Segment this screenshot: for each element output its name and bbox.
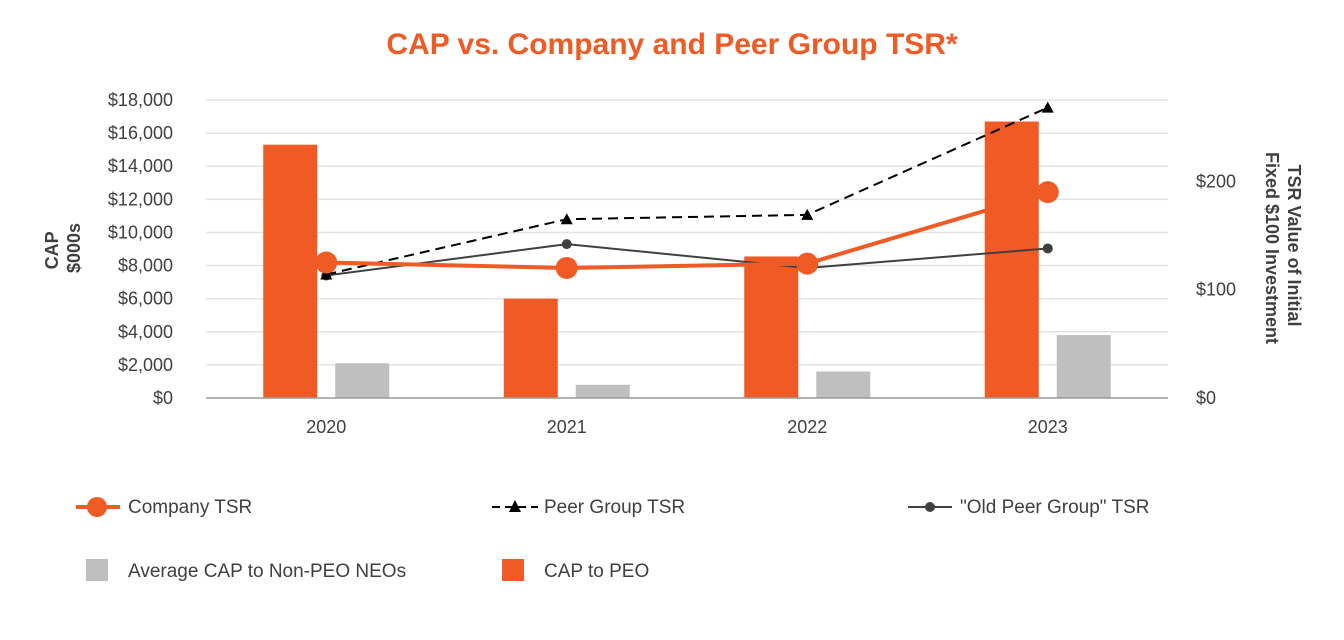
right-tick-label: $0: [1196, 388, 1216, 408]
legend-company-tsr-label: Company TSR: [128, 497, 252, 518]
right-axis-title: TSR Value of Initial Fixed $100 Investme…: [1262, 152, 1304, 344]
left-tick-label: $18,000: [108, 90, 173, 110]
legend-item-peer-group-tsr: Peer Group TSR: [492, 497, 685, 518]
legend-cap-to-peo-label: CAP to PEO: [544, 561, 649, 582]
legend-item-average-cap-non-peo: Average CAP to Non-PEO NEOs: [86, 559, 406, 582]
line-company-tsr: [326, 190, 1049, 270]
bar-cap-to-peo: [503, 298, 558, 398]
legend-old-peer-group-tsr-marker: [925, 502, 935, 512]
bar-average-cap-non-peo: [1056, 335, 1111, 398]
point-company-tsr: [796, 252, 819, 275]
left-tick-label: $14,000: [108, 156, 173, 176]
right-axis-title-line-2: Fixed $100 Investment: [1262, 152, 1282, 344]
legend-peer-group-tsr-marker: [509, 500, 521, 512]
right-axis: $0 $100 $200: [1196, 171, 1236, 408]
legend-item-company-tsr: Company TSR: [76, 497, 252, 518]
bar-average-cap-non-peo: [816, 371, 871, 398]
left-tick-label: $12,000: [108, 189, 173, 209]
bar-average-cap-non-peo: [575, 384, 630, 398]
x-tick-label: 2021: [547, 417, 587, 437]
bar-average-cap-non-peo: [335, 363, 390, 398]
left-tick-label: $2,000: [118, 355, 173, 375]
left-axis: $0 $2,000 $4,000 $6,000 $8,000 $10,000 $12,000…: [108, 90, 173, 408]
legend-company-tsr-marker: [87, 497, 107, 517]
line-old-peer-group-tsr: [326, 243, 1048, 277]
legend-average-cap-swatch: [86, 559, 108, 581]
left-tick-label: $16,000: [108, 123, 173, 143]
bar-cap-to-peo: [263, 144, 318, 398]
legend-item-old-peer-group-tsr: "Old Peer Group" TSR: [908, 497, 1150, 518]
x-axis: 2020 2021 2022 2023: [306, 417, 1068, 437]
bar-cap-to-peo: [984, 121, 1039, 399]
legend-cap-to-peo-swatch: [502, 559, 524, 581]
right-axis-title-line-1: TSR Value of Initial: [1284, 164, 1304, 326]
point-old-peer-group-tsr: [1042, 243, 1053, 254]
x-tick-label: 2023: [1028, 417, 1068, 437]
lines: [315, 101, 1059, 281]
legend-old-peer-group-tsr-label: "Old Peer Group" TSR: [960, 497, 1150, 518]
chart-title: CAP vs. Company and Peer Group TSR*: [386, 28, 958, 61]
left-tick-label: $6,000: [118, 289, 173, 309]
bar-cap-to-peo: [744, 256, 799, 398]
point-company-tsr: [1036, 181, 1059, 204]
x-tick-label: 2022: [787, 417, 827, 437]
point-peer-group-tsr: [560, 213, 573, 225]
legend-average-cap-label: Average CAP to Non-PEO NEOs: [128, 561, 406, 582]
point-company-tsr: [315, 251, 338, 274]
point-peer-group-tsr: [801, 208, 814, 220]
point-old-peer-group-tsr: [561, 239, 572, 250]
legend-item-cap-to-peo: CAP to PEO: [502, 559, 649, 582]
right-tick-label: $200: [1196, 171, 1236, 191]
left-axis-title-line-1: CAP: [42, 231, 62, 269]
right-tick-label: $100: [1196, 280, 1236, 300]
left-tick-label: $8,000: [118, 256, 173, 276]
left-axis-title-line-2: $000s: [64, 223, 84, 273]
point-company-tsr: [555, 256, 578, 279]
left-axis-title: CAP $000s: [42, 223, 84, 273]
left-tick-label: $0: [153, 388, 173, 408]
left-tick-label: $4,000: [118, 322, 173, 342]
point-peer-group-tsr: [320, 268, 333, 280]
x-tick-label: 2020: [306, 417, 346, 437]
left-tick-label: $10,000: [108, 222, 173, 242]
legend: Company TSR Peer Group TSR "Old Peer Gro…: [76, 497, 1150, 582]
legend-peer-group-tsr-label: Peer Group TSR: [544, 497, 685, 518]
bars: [263, 121, 1111, 399]
point-peer-group-tsr: [1041, 101, 1054, 113]
